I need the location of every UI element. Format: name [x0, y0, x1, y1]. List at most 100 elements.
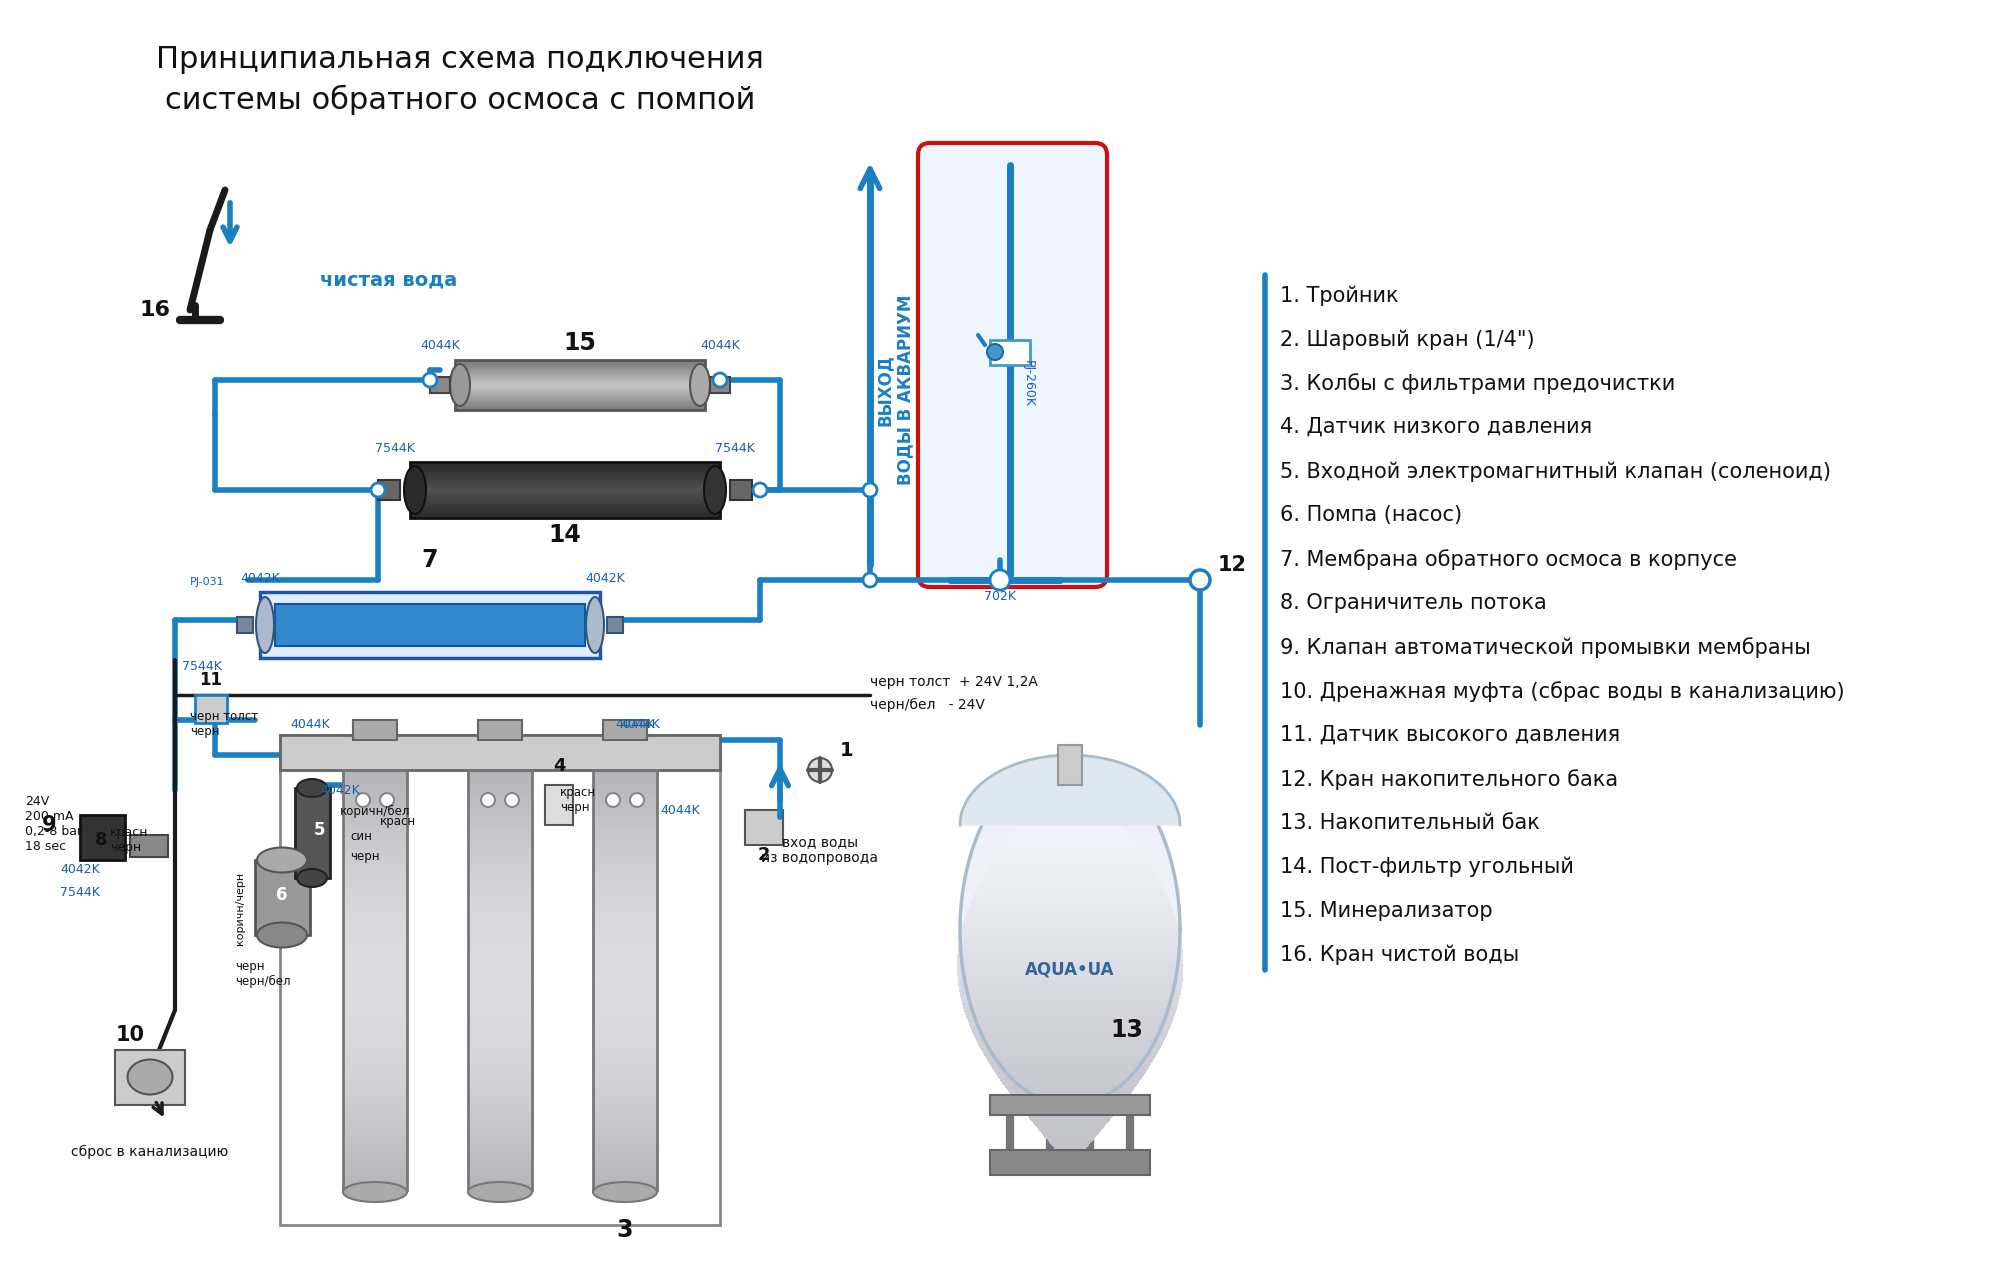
Circle shape: [1190, 570, 1210, 590]
Text: 4044K: 4044K: [289, 718, 329, 732]
Ellipse shape: [297, 779, 327, 798]
Text: 2. Шаровый кран (1/4"): 2. Шаровый кран (1/4"): [1278, 329, 1533, 350]
Bar: [989, 1095, 1150, 1115]
Text: 4044K: 4044K: [660, 804, 700, 817]
Circle shape: [753, 483, 767, 497]
Text: 12: 12: [1218, 555, 1246, 575]
Circle shape: [355, 793, 369, 806]
Bar: [353, 720, 397, 739]
Bar: [195, 695, 227, 723]
Circle shape: [379, 793, 393, 806]
Bar: [255, 860, 309, 935]
Text: 5. Входной электромагнитный клапан (соленоид): 5. Входной электромагнитный клапан (соле…: [1278, 461, 1830, 482]
Text: 7544K: 7544K: [714, 442, 755, 455]
Text: AQUA•UA: AQUA•UA: [1026, 961, 1114, 980]
Bar: [295, 787, 329, 878]
Bar: [1058, 744, 1082, 785]
Text: 15: 15: [564, 331, 596, 355]
Circle shape: [712, 373, 727, 387]
Text: 8. Ограничитель потока: 8. Ограничитель потока: [1278, 593, 1545, 613]
Circle shape: [989, 570, 1010, 590]
Ellipse shape: [126, 1059, 173, 1095]
Ellipse shape: [255, 597, 273, 653]
Bar: [377, 480, 399, 501]
Ellipse shape: [343, 1182, 407, 1202]
Text: 6. Помпа (насос): 6. Помпа (насос): [1278, 506, 1461, 525]
Text: сброс в канализацию: сброс в канализацию: [72, 1145, 229, 1159]
Text: 10: 10: [116, 1025, 145, 1045]
Text: 4. Датчик низкого давления: 4. Датчик низкого давления: [1278, 417, 1592, 437]
Bar: [745, 810, 783, 846]
Text: коричн/бел: коричн/бел: [339, 805, 409, 818]
Text: 4042K: 4042K: [60, 863, 100, 876]
Text: красн
черн: красн черн: [110, 825, 149, 854]
Ellipse shape: [297, 868, 327, 887]
Text: 15. Минерализатор: 15. Минерализатор: [1278, 901, 1491, 921]
Text: 3. Колбы с фильтрами предочистки: 3. Колбы с фильтрами предочистки: [1278, 373, 1674, 394]
Circle shape: [371, 483, 385, 497]
Circle shape: [863, 483, 877, 497]
Ellipse shape: [690, 364, 710, 406]
Text: 1: 1: [839, 741, 853, 760]
Text: черн/бел   - 24V: черн/бел - 24V: [869, 698, 983, 712]
Ellipse shape: [468, 1182, 532, 1202]
Circle shape: [423, 373, 438, 387]
Bar: [343, 770, 407, 1189]
Bar: [592, 770, 656, 1189]
Text: 7544K: 7544K: [375, 442, 415, 455]
Text: вход воды
из водопровода: вход воды из водопровода: [761, 836, 879, 865]
Text: 16: 16: [138, 300, 171, 320]
Text: черн/бел: черн/бел: [235, 975, 291, 988]
Circle shape: [504, 793, 518, 806]
Text: 10. Дренажная муфта (сбрас воды в канализацию): 10. Дренажная муфта (сбрас воды в канали…: [1278, 681, 1844, 702]
Bar: [429, 377, 450, 393]
Text: 24V
200 mA
0,2-8 bar
18 sec: 24V 200 mA 0,2-8 bar 18 sec: [24, 795, 82, 853]
Text: черн толст  + 24V 1,2A: черн толст + 24V 1,2A: [869, 675, 1038, 689]
Text: 8: 8: [94, 830, 108, 849]
Bar: [478, 720, 522, 739]
Text: 16. Кран чистой воды: 16. Кран чистой воды: [1278, 945, 1519, 966]
Text: 11: 11: [199, 671, 223, 689]
Text: 6: 6: [277, 886, 287, 904]
Text: черн: черн: [191, 726, 219, 738]
Text: 14: 14: [548, 523, 582, 547]
Text: 4042K: 4042K: [241, 571, 279, 584]
Text: 7544K: 7544K: [60, 886, 100, 900]
Bar: [80, 815, 124, 860]
Text: коричн/черн: коричн/черн: [235, 872, 245, 945]
Text: черн: черн: [235, 959, 265, 973]
Text: Принципиальная схема подключения: Принципиальная схема подключения: [157, 46, 763, 75]
Text: красн
черн: красн черн: [560, 786, 596, 814]
Bar: [130, 836, 169, 857]
Text: системы обратного осмоса с помпой: системы обратного осмоса с помпой: [165, 85, 755, 115]
FancyBboxPatch shape: [917, 143, 1106, 586]
Text: 5: 5: [313, 822, 325, 839]
Text: PJ-031: PJ-031: [191, 576, 225, 586]
Text: 9. Клапан автоматической промывки мембраны: 9. Клапан автоматической промывки мембра…: [1278, 637, 1810, 657]
Text: 4: 4: [552, 757, 564, 775]
Text: 2: 2: [757, 846, 771, 865]
Text: ВЫХОД
ВОДЫ В АКВАРИУМ: ВЫХОД ВОДЫ В АКВАРИУМ: [875, 295, 913, 485]
Text: 7. Мембрана обратного осмоса в корпусе: 7. Мембрана обратного осмоса в корпусе: [1278, 549, 1736, 570]
Bar: [989, 340, 1030, 365]
Bar: [606, 617, 622, 633]
Ellipse shape: [257, 847, 307, 872]
Text: 4044K: 4044K: [620, 718, 660, 732]
Text: 1. Тройник: 1. Тройник: [1278, 284, 1399, 306]
Circle shape: [630, 793, 644, 806]
Bar: [731, 480, 753, 501]
Bar: [409, 463, 721, 518]
Text: 11. Датчик высокого давления: 11. Датчик высокого давления: [1278, 726, 1620, 744]
Bar: [237, 617, 253, 633]
Bar: [989, 1150, 1150, 1176]
Text: 14. Пост-фильтр угольный: 14. Пост-фильтр угольный: [1278, 857, 1573, 877]
Bar: [279, 734, 721, 770]
Text: 12. Кран накопительного бака: 12. Кран накопительного бака: [1278, 769, 1618, 790]
Text: 702K: 702K: [983, 590, 1016, 603]
Ellipse shape: [403, 466, 425, 514]
Ellipse shape: [704, 466, 727, 514]
Text: 4044K: 4044K: [614, 718, 654, 732]
Bar: [468, 770, 532, 1189]
Text: 9: 9: [42, 815, 56, 836]
Polygon shape: [959, 755, 1180, 1105]
